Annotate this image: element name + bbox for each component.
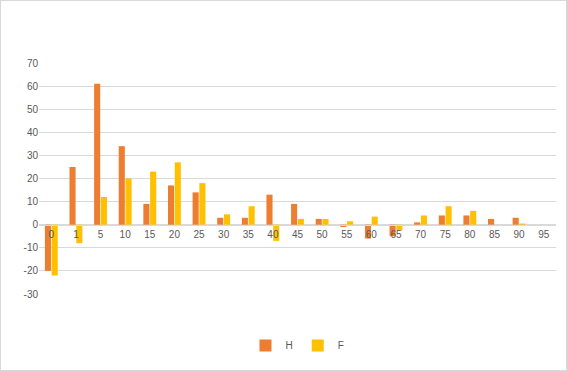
svg-text:40: 40: [27, 127, 39, 138]
svg-text:0: 0: [32, 219, 38, 230]
svg-text:45: 45: [292, 229, 304, 240]
svg-text:50: 50: [27, 104, 39, 115]
svg-text:90: 90: [514, 229, 526, 240]
svg-text:10: 10: [120, 229, 132, 240]
svg-text:60: 60: [366, 229, 378, 240]
svg-text:20: 20: [169, 229, 181, 240]
svg-text:80: 80: [464, 229, 476, 240]
svg-text:H: H: [286, 340, 293, 351]
svg-text:-30: -30: [24, 289, 39, 300]
svg-text:40: 40: [267, 229, 279, 240]
svg-text:-20: -20: [24, 265, 39, 276]
svg-text:15: 15: [144, 229, 156, 240]
svg-text:95: 95: [538, 229, 550, 240]
svg-text:70: 70: [27, 58, 39, 69]
svg-text:60: 60: [27, 81, 39, 92]
svg-text:85: 85: [489, 229, 501, 240]
svg-text:30: 30: [218, 229, 230, 240]
svg-text:-10: -10: [24, 242, 39, 253]
svg-text:10: 10: [27, 196, 39, 207]
svg-text:55: 55: [341, 229, 353, 240]
svg-text:65: 65: [390, 229, 402, 240]
svg-text:30: 30: [27, 150, 39, 161]
svg-text:70: 70: [415, 229, 427, 240]
svg-text:0: 0: [49, 229, 55, 240]
svg-text:F: F: [338, 340, 344, 351]
svg-text:75: 75: [440, 229, 452, 240]
svg-text:5: 5: [98, 229, 104, 240]
svg-text:1: 1: [73, 229, 79, 240]
svg-text:35: 35: [243, 229, 255, 240]
svg-text:20: 20: [27, 173, 39, 184]
svg-text:25: 25: [193, 229, 205, 240]
svg-text:50: 50: [317, 229, 329, 240]
